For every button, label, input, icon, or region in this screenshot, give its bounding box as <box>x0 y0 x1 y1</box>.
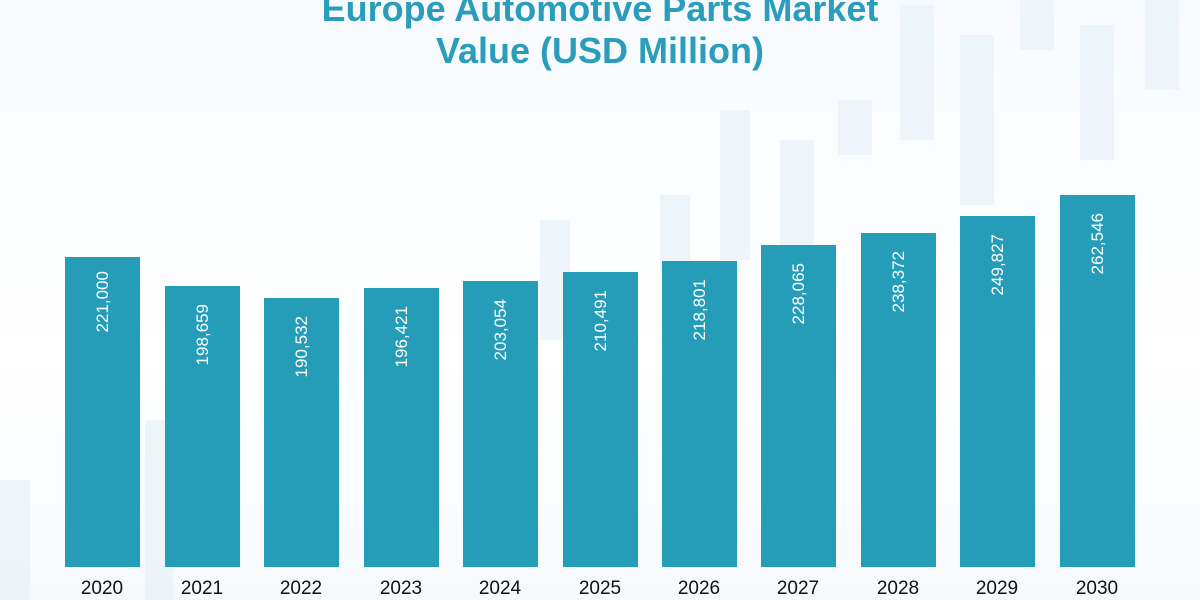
bar-2023: 196,421 <box>364 288 439 567</box>
bar-value-label: 218,801 <box>689 279 709 341</box>
bar-2030: 262,546 <box>1060 195 1135 567</box>
bar-2026: 218,801 <box>662 261 737 567</box>
bar-2027: 228,065 <box>761 245 836 567</box>
bar-value-label: 210,491 <box>590 290 610 352</box>
bar-value-label: 221,000 <box>92 271 112 333</box>
x-tick-label: 2026 <box>677 578 721 599</box>
chart-title-line1: Europe Automotive Parts Market <box>321 0 879 29</box>
bar-value-label: 196,421 <box>391 306 411 368</box>
x-tick-label: 2023 <box>379 578 423 599</box>
bar-2021: 198,659 <box>165 286 240 567</box>
x-tick-label: 2020 <box>80 578 124 599</box>
bar-value-label: 203,054 <box>490 299 510 361</box>
x-tick-label: 2025 <box>578 578 622 599</box>
x-tick-label: 2029 <box>975 578 1019 599</box>
x-tick-label: 2024 <box>478 578 522 599</box>
bar-2022: 190,532 <box>264 298 339 567</box>
chart-title: Europe Automotive Parts Market Value (US… <box>0 0 1200 72</box>
bar-2025: 210,491 <box>563 272 638 567</box>
x-tick-label: 2028 <box>876 578 920 599</box>
bar-2029: 249,827 <box>960 216 1035 567</box>
x-tick-label: 2030 <box>1075 578 1119 599</box>
bar-value-label: 249,827 <box>987 234 1007 296</box>
bar-2020: 221,000 <box>65 257 140 567</box>
x-tick-label: 2021 <box>180 578 224 599</box>
bar-value-label: 262,546 <box>1087 213 1107 275</box>
bar-value-label: 238,372 <box>888 251 908 313</box>
bar-value-label: 190,532 <box>291 316 311 378</box>
x-tick-label: 2027 <box>776 578 820 599</box>
chart-title-line2: Value (USD Million) <box>435 30 765 71</box>
bar-value-label: 228,065 <box>788 263 808 325</box>
bar-2028: 238,372 <box>861 233 936 567</box>
bar-2024: 203,054 <box>463 281 538 567</box>
bar-value-label: 198,659 <box>192 304 212 366</box>
x-tick-label: 2022 <box>279 578 323 599</box>
